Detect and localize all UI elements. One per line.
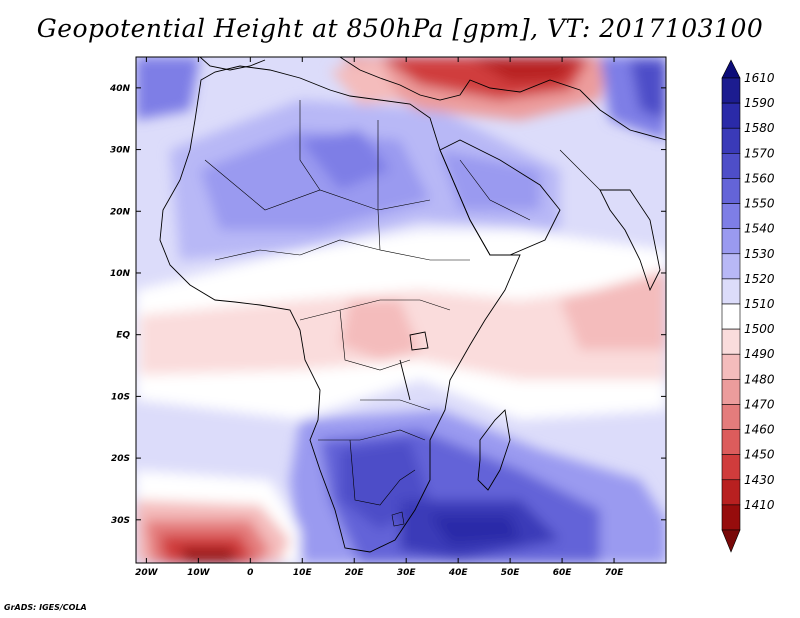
- border-sahel: [214, 239, 470, 261]
- colorbar-swatch: [721, 479, 741, 506]
- colorbar-swatch: [721, 328, 741, 355]
- border-central-2: [339, 309, 411, 371]
- lake-tanganyika: [399, 359, 411, 401]
- lat-tick-label: 40N: [109, 84, 131, 94]
- colorbar-swatch: [721, 379, 741, 405]
- border-central-1: [299, 299, 451, 321]
- colorbar-swatch: [721, 127, 741, 154]
- lon-tick-label: 70E: [605, 568, 625, 578]
- field-med-1490: [330, 60, 400, 105]
- colorbar-bottom-arrow: [721, 529, 741, 553]
- colorbar-swatch: [721, 278, 741, 305]
- europe-coast: [339, 57, 666, 141]
- border-lesotho: [391, 511, 405, 527]
- field-arabia-1540: [440, 150, 540, 210]
- colorbar-top-arrow: [721, 59, 741, 79]
- colorbar-label: 1470: [744, 397, 775, 411]
- colorbar-swatch: [721, 178, 741, 204]
- lake-victoria: [409, 331, 429, 351]
- colorbar-swatch: [721, 253, 741, 280]
- colorbar-label: 1560: [744, 171, 775, 185]
- colorbar-swatch: [721, 454, 741, 481]
- lon-tick-label: 30E: [397, 568, 417, 578]
- field-sw-1410: [180, 548, 240, 563]
- field-sahara-1550: [300, 130, 390, 190]
- border-sahara-3: [377, 120, 381, 251]
- colorbar-label: 1610: [744, 71, 775, 85]
- lat-tick-label: 30S: [111, 516, 130, 526]
- colorbar-swatch: [721, 102, 741, 129]
- colorbar-label: 1540: [744, 222, 775, 236]
- colorbar-label: 1480: [744, 372, 775, 386]
- colorbar-label: 1510: [744, 297, 775, 311]
- colorbar-label: 1520: [744, 272, 775, 286]
- lon-tick-label: 50E: [501, 568, 521, 578]
- lon-tick-label: 10W: [187, 568, 211, 578]
- lon-tick-label: 10E: [293, 568, 313, 578]
- colorbar-label: 1450: [744, 448, 775, 462]
- colorbar-swatch: [721, 353, 741, 380]
- colorbar-label: 1550: [744, 197, 775, 211]
- field-south-ocean-1590: [430, 515, 520, 545]
- field-central-africa-1490: [340, 300, 420, 360]
- colorbar-swatch: [721, 504, 741, 531]
- colorbar-swatch: [721, 429, 741, 455]
- field-europe-1430: [470, 57, 580, 82]
- lon-tick-label: 60E: [553, 568, 573, 578]
- africa-coastline: [159, 65, 521, 553]
- coastlines: [159, 57, 666, 553]
- lat-tick-label: 10N: [110, 269, 131, 279]
- colorbar-swatch: [721, 228, 741, 255]
- colorbar-label: 1530: [744, 247, 775, 261]
- lon-tick-label: 40E: [448, 568, 469, 578]
- field-nw-1550: [136, 57, 200, 120]
- colorbar-label: 1590: [744, 96, 775, 110]
- lat-tick-label: EQ: [116, 331, 130, 341]
- country-borders: [204, 100, 601, 527]
- border-south-1: [318, 429, 426, 441]
- lat-tick-label: 20S: [111, 454, 130, 464]
- colorbar-swatch: [721, 404, 741, 430]
- chart-title: Geopotential Height at 850hPa [gpm], VT:…: [36, 14, 764, 43]
- lon-tick-label: 20W: [135, 568, 159, 578]
- map-axes: 20W 10W 0 10E 20E 30E 40E 50E 60E 70E 40N 30N 20N 10N…: [109, 57, 666, 578]
- lon-tick-label: 0: [247, 568, 253, 578]
- colorbar-swatch: [721, 203, 741, 229]
- india-coast: [599, 189, 661, 292]
- border-arabia: [459, 159, 531, 221]
- border-sahara-2: [299, 100, 321, 191]
- colorbar-label: 1490: [744, 347, 775, 361]
- arabia-coast: [439, 139, 561, 256]
- colorbar-label: 1570: [744, 146, 775, 160]
- colorbar-label: 1460: [744, 423, 775, 437]
- height-field: [136, 57, 666, 563]
- field-arabian-sea-1490: [560, 270, 666, 350]
- border-south-3: [360, 399, 431, 411]
- colorbar-swatch: [721, 153, 741, 179]
- colorbar-swatch: [721, 77, 741, 104]
- lat-tick-label: 20N: [110, 207, 131, 217]
- iberia-coast: [199, 57, 266, 71]
- colorbar-swatch: [721, 303, 741, 330]
- border-south-2: [349, 439, 416, 506]
- colorbar-label: 1580: [744, 121, 775, 135]
- madagascar: [477, 409, 511, 491]
- colorbar-label: 1410: [744, 498, 775, 512]
- colorbar: 1610 1590 1580 1570 1560 1550 1540 1530 1520 1510…: [721, 59, 775, 553]
- footer-credit: GrADS: IGES/COLA: [4, 603, 87, 612]
- colorbar-label: 1430: [744, 473, 775, 487]
- lon-tick-label: 20E: [345, 568, 365, 578]
- lat-tick-label: 30N: [110, 146, 131, 156]
- field-ne-1570: [630, 60, 666, 120]
- colorbar-label: 1500: [744, 322, 775, 336]
- border-iran: [559, 149, 601, 191]
- plot-frame: [135, 56, 667, 564]
- lat-tick-label: 10S: [111, 392, 130, 402]
